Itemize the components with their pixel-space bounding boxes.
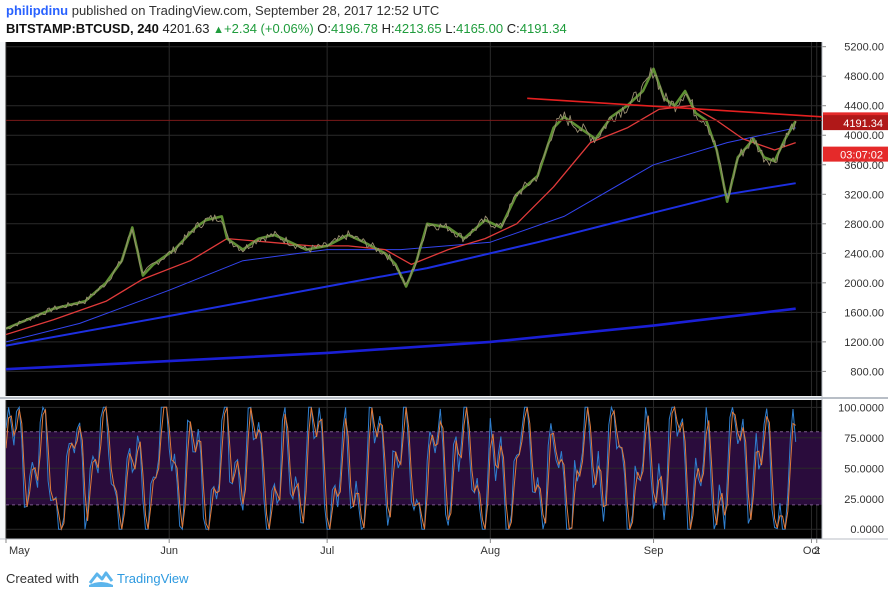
y-tick-label: 2000.00: [844, 278, 884, 290]
x-tick-label: Aug: [481, 545, 501, 557]
y-tick-label: 4400.00: [844, 101, 884, 113]
stochastic-d-line: [6, 405, 796, 531]
time-axis-area: [0, 539, 888, 562]
low-label: L:: [445, 21, 457, 36]
y-tick-label: 3600.00: [844, 160, 884, 172]
footer: Created with TradingView: [0, 562, 888, 595]
chart-area[interactable]: 800.00 1200.00 1600.00 2000.00 2400.00 2800.0…: [0, 42, 888, 562]
close-value: 4191.34: [519, 21, 567, 36]
chart-header: philipdinu published on TradingView.com,…: [0, 0, 888, 42]
y-tick-label: 5200.00: [844, 42, 884, 54]
y-tick-label: 75.0000: [844, 433, 884, 445]
author-link[interactable]: philipdinu: [6, 3, 69, 18]
change-value: +2.34 (+0.06%): [224, 21, 314, 36]
x-tick-label: Jul: [320, 545, 334, 557]
y-tick-label: 50.0000: [844, 463, 884, 475]
y-tick-label: 0.0000: [850, 524, 884, 536]
created-with-text: Created with: [6, 571, 79, 586]
price-panel: [6, 42, 822, 396]
y-tick-label: 4800.00: [844, 71, 884, 83]
tradingview-brand-link[interactable]: TradingView: [117, 571, 189, 586]
series-line-ma-blue-mid: [6, 182, 796, 347]
y-tick-label: 100.0000: [838, 402, 884, 414]
price-tag-close: [823, 115, 888, 131]
symbol-label: BITSTAMP:BTCUSD, 240: [6, 21, 159, 36]
low-value: 4165.00: [456, 21, 504, 36]
y-tick-label: 2400.00: [844, 248, 884, 260]
tradingview-logo-icon[interactable]: [88, 568, 114, 588]
y-tick-label: 800.00: [850, 366, 884, 378]
series-line-price: [6, 67, 797, 330]
series-line-ema-fast: [6, 105, 796, 336]
open-value: 4196.78: [331, 21, 379, 36]
x-tick-label: May: [9, 545, 30, 557]
y-tick-label: 2800.00: [844, 219, 884, 231]
x-tick-label: 2: [814, 545, 820, 557]
price-tag-countdown: [823, 146, 888, 162]
publish-line: philipdinu published on TradingView.com,…: [6, 3, 439, 18]
published-text: published on TradingView.com, September …: [71, 3, 440, 18]
series-line-ma-blue-thin: [6, 127, 796, 343]
price-series-group: [6, 67, 822, 371]
up-arrow-icon: ▲: [213, 24, 225, 36]
y-tick-label: 1200.00: [844, 337, 884, 349]
chart-svg[interactable]: 800.00 1200.00 1600.00 2000.00 2400.00 2800.0…: [0, 42, 888, 562]
resistance-trendline: [527, 97, 822, 118]
open-label: O:: [317, 21, 332, 36]
x-tick-label: Oct: [803, 545, 820, 557]
close-label: C:: [506, 21, 520, 36]
x-tick-label: Jun: [160, 545, 178, 557]
y-tick-label: 4000.00: [844, 130, 884, 142]
price-tag-text: 03:07:02: [840, 150, 883, 162]
stochastic-group: [6, 405, 797, 531]
last-price: 4201.63: [162, 21, 210, 36]
ohlc-line: BITSTAMP:BTCUSD, 240 4201.63 ▲+2.34 (+0.…: [6, 21, 567, 36]
x-tick-label: Sep: [644, 545, 664, 557]
y-tick-label: 3200.00: [844, 189, 884, 201]
high-label: H:: [381, 21, 395, 36]
series-line-ma-blue-thick: [6, 307, 796, 371]
price-tag-text: 4191.34: [843, 118, 883, 130]
high-value: 4213.65: [394, 21, 442, 36]
y-tick-label: 25.0000: [844, 494, 884, 506]
y-tick-label: 1600.00: [844, 307, 884, 319]
